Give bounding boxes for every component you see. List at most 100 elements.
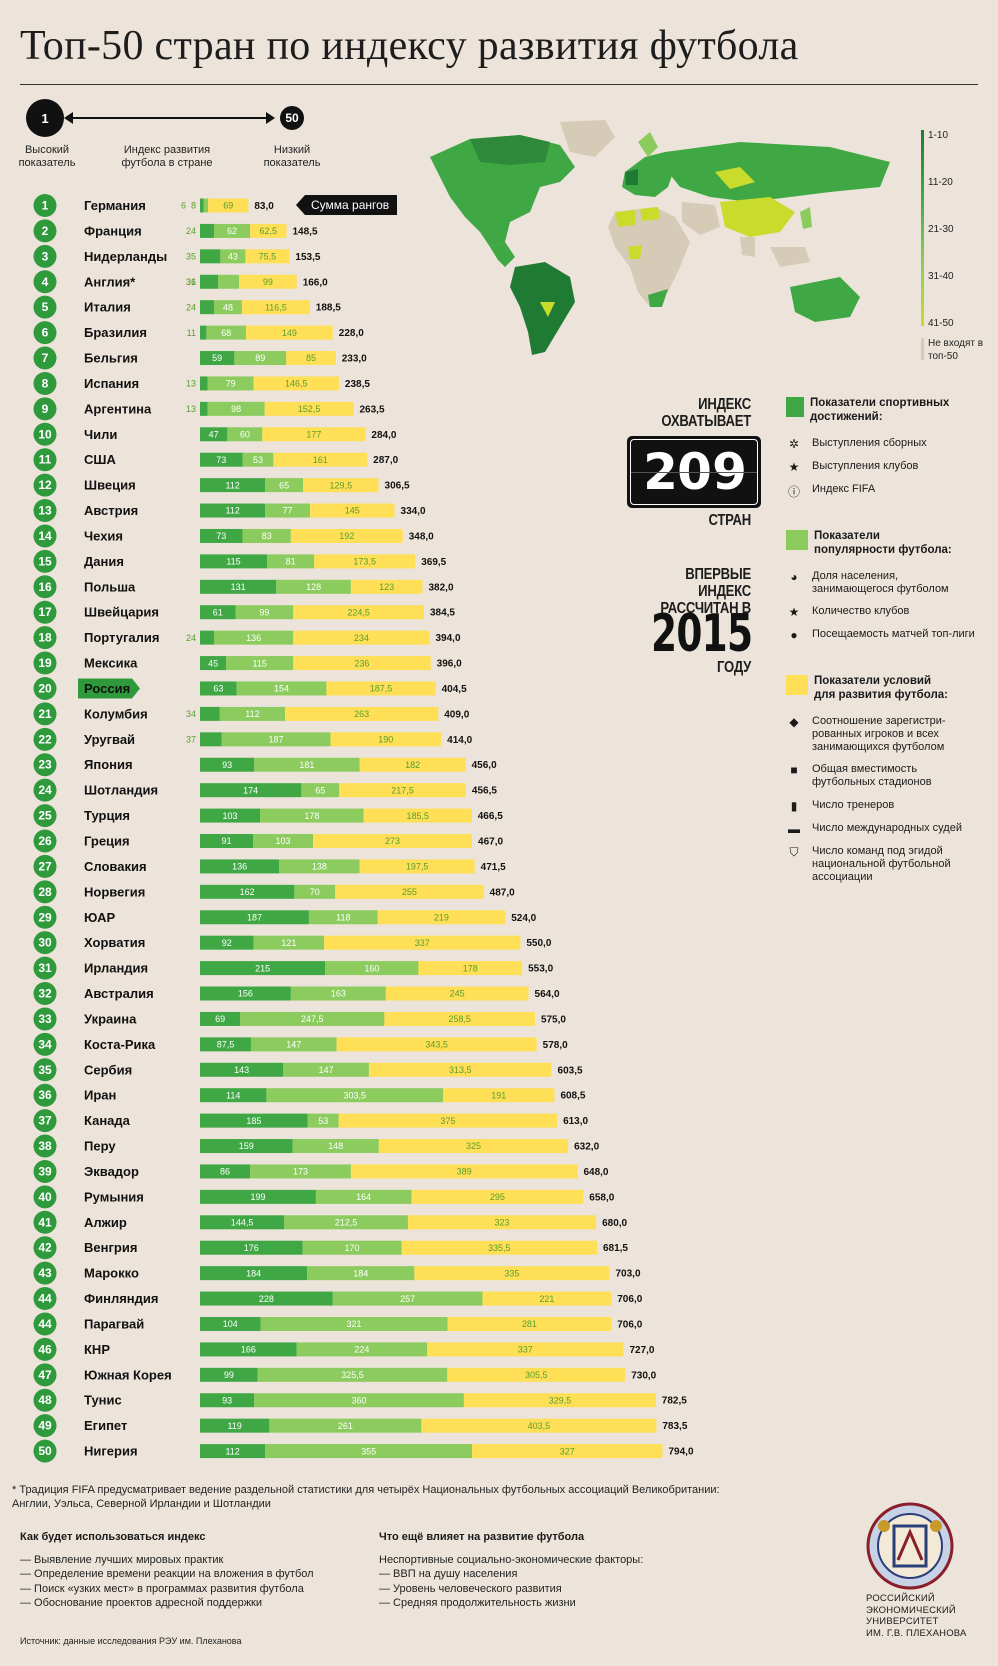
bar-total-label: 228,0 <box>339 328 364 339</box>
rank-label: 5 <box>42 300 49 314</box>
map-legend-label-1: 1-10 <box>928 130 949 141</box>
rank-label: 11 <box>39 453 52 467</box>
bar-segment <box>421 1418 657 1433</box>
bar-segment <box>293 630 430 645</box>
scale-arrow-right-icon <box>266 112 275 124</box>
country-label: Южная Корея <box>84 1367 172 1382</box>
rank-label: 44 <box>38 1292 52 1306</box>
bar-value-label: 178 <box>304 811 319 821</box>
bar-value-label: 255 <box>402 887 417 897</box>
rank-badge <box>33 931 57 955</box>
legend-conditions-title: Показатели условий для развития футбола: <box>814 675 948 701</box>
country-label: Швейцария <box>84 605 159 620</box>
bar-total-label: 730,0 <box>631 1370 656 1381</box>
rank-badge <box>33 702 57 726</box>
bar-segment <box>213 630 294 645</box>
country-label: США <box>84 452 116 467</box>
bar-value-label: 156 <box>238 989 253 999</box>
bar-segment <box>200 910 309 925</box>
high-rank-circle: 1 <box>26 99 64 137</box>
bar-segment <box>235 605 294 620</box>
bar-segment <box>265 1444 473 1459</box>
countries-counter: 2 0 9 <box>627 436 761 508</box>
university-name-line4: ИМ. Г.В. ПЛЕХАНОВА <box>866 1627 967 1639</box>
bar-segment <box>200 656 227 671</box>
bar-total-label: 613,0 <box>563 1116 588 1127</box>
bar-segment <box>236 681 327 696</box>
bar-value-label: 327 <box>560 1446 575 1456</box>
bar-segment <box>200 706 220 721</box>
bar-value-label: 6 <box>181 201 186 211</box>
bar-value-label: 323 <box>495 1218 510 1228</box>
bar-value-label: 190 <box>378 735 393 745</box>
rank-badge <box>33 1388 57 1412</box>
rank-badge <box>33 1007 57 1031</box>
bar-value-label: 355 <box>361 1446 376 1456</box>
bar-value-label: 173,5 <box>353 557 376 567</box>
bar-segment <box>254 757 360 772</box>
bar-segment <box>200 884 295 899</box>
bar-segment <box>200 630 214 645</box>
bar-segment <box>315 1189 412 1204</box>
bar-segment <box>325 961 419 976</box>
factors-block: Что ещё влияет на развитие футбола Неспо… <box>379 1531 719 1610</box>
bar-value-label: 147 <box>319 1065 334 1075</box>
bar-segment <box>200 376 208 391</box>
country-label: Тунис <box>84 1393 122 1408</box>
bar-value-label: 187 <box>247 912 262 922</box>
bar-segment <box>260 1316 448 1331</box>
bar-segment <box>200 1139 293 1154</box>
bar-segment <box>246 325 333 340</box>
map-legend-label-2: 11-20 <box>928 177 953 188</box>
rank-label: 44 <box>38 1317 52 1331</box>
bar-segment <box>259 808 364 823</box>
legend-popularity-item-2: Количество клубов <box>812 604 910 617</box>
rank-label: 7 <box>42 351 49 365</box>
bar-value-label: 98 <box>231 404 241 414</box>
bar-total-label: 263,5 <box>359 404 384 415</box>
legend-popularity: Показатели популярности футбола: ◕ Доля н… <box>786 530 986 642</box>
bar-segment <box>200 1062 284 1077</box>
rank-label: 16 <box>38 580 52 594</box>
bar-total-label: 384,5 <box>430 608 455 619</box>
bar-segment <box>482 1291 612 1306</box>
rank-badge <box>33 982 57 1006</box>
country-label: Сербия <box>84 1062 132 1077</box>
bar-segment <box>411 1189 584 1204</box>
bar-total-label: 404,5 <box>442 684 467 695</box>
bar-value-label: 75,5 <box>259 252 277 262</box>
bar-value-label: 147 <box>286 1040 301 1050</box>
university-name-line1: РОССИЙСКИЙ <box>866 1593 935 1604</box>
factors-item-3: — Средняя продолжительность жизни <box>379 1596 576 1609</box>
country-label: Германия <box>84 198 146 213</box>
bar-value-label: 217,5 <box>391 785 414 795</box>
bar-value-label: 112 <box>225 480 239 490</box>
year-value: 2015 <box>651 604 753 664</box>
bar-segment <box>447 1316 612 1331</box>
rank-badge <box>33 905 57 929</box>
rank-label: 28 <box>38 885 52 899</box>
bar-value-label: 170 <box>345 1243 360 1253</box>
legend-sport-title: Показатели спортивных достижений: <box>810 397 950 423</box>
rank-label: 13 <box>38 504 52 518</box>
rank-badge <box>33 880 57 904</box>
bar-segment <box>200 1037 251 1052</box>
bar-total-label: 524,0 <box>511 913 536 924</box>
bar-segment <box>308 910 378 925</box>
bar-segment <box>200 1240 303 1255</box>
country-label: Канада <box>84 1113 131 1128</box>
rank-badge <box>33 1363 57 1387</box>
bar-value-label: 36 <box>186 277 196 287</box>
bar-segment <box>200 757 255 772</box>
rank-badge <box>33 397 57 421</box>
bar-value-label: 187,5 <box>370 684 393 694</box>
bar-segment <box>200 1164 251 1179</box>
bar-segment <box>200 1088 267 1103</box>
bar-segment <box>220 249 246 264</box>
bar-total-label: 83,0 <box>254 201 274 212</box>
bar-total-label: 578,0 <box>543 1040 568 1051</box>
country-label: Шотландия <box>84 783 158 798</box>
bar-segment <box>302 1240 402 1255</box>
bar-segment <box>203 198 209 213</box>
rank-label: 23 <box>38 758 52 772</box>
